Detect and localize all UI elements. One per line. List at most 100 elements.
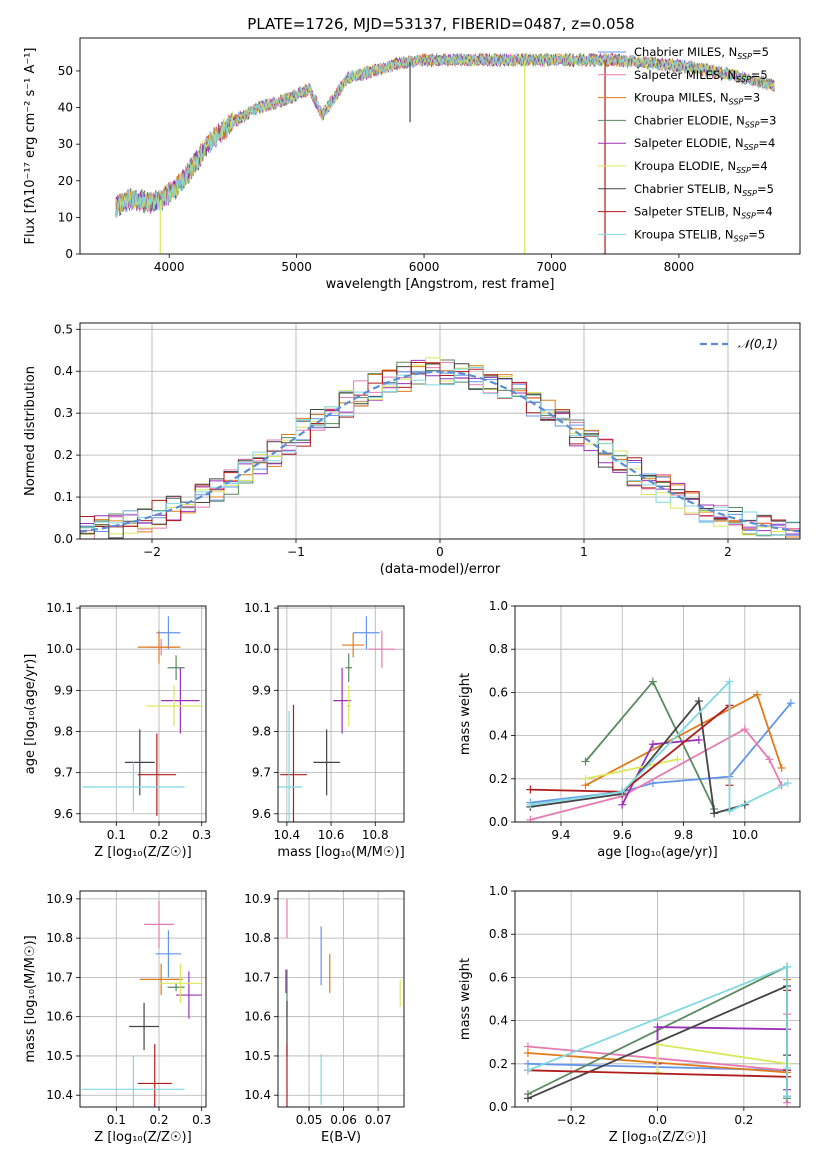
x-tick-label: 0.0 [648, 1113, 667, 1127]
x-axis-label: age [log₁₀(age/yr)] [597, 845, 718, 860]
panel-mass-weight-vs-age: 9.4 9.6 9.8 10.0 0.0 0.2 0.4 0.6 0.8 1.0 age [log₁… [458, 599, 801, 860]
figure-title: PLATE=1726, MJD=53137, FIBERID=0487, z=0… [247, 15, 634, 33]
x-tick-label: 0.3 [192, 828, 211, 842]
residual-histogram [80, 361, 800, 531]
y-tick-label: 10 [58, 210, 73, 224]
y-tick-label: 1.0 [489, 599, 508, 613]
x-tick-label: 9.4 [551, 828, 570, 842]
mass-weight-line [527, 965, 788, 1097]
legend-entry: Kroupa STELIB, NSSP=5 [634, 227, 765, 243]
y-tick-label: 9.8 [54, 724, 73, 738]
y-tick-label: 10.6 [46, 1010, 73, 1024]
x-axis-label: E(B-V) [321, 1130, 361, 1145]
plot-area [82, 900, 202, 1107]
x-axis-label: Z [log₁₀(Z/Z☉)] [94, 1130, 191, 1145]
y-tick-label: 10.7 [244, 970, 271, 984]
x-tick-label: 0 [436, 545, 444, 559]
y-tick-label: 10.4 [244, 1088, 271, 1102]
axes-frame [514, 890, 801, 1108]
mass-weight-line [585, 758, 678, 780]
x-tick-label: −0.2 [557, 1113, 586, 1127]
y-tick-label: 9.8 [252, 724, 271, 738]
y-tick-label: 40 [58, 101, 73, 115]
plot-area [82, 616, 202, 816]
x-tick-label: 0.2 [149, 828, 168, 842]
plot-area [80, 357, 800, 539]
y-tick-label: 0.0 [489, 1100, 508, 1114]
x-tick-label: 0.1 [107, 1113, 126, 1127]
y-tick-label: 0.6 [489, 685, 508, 699]
y-tick-label: 10.1 [46, 601, 73, 615]
y-tick-label: 50 [58, 64, 73, 78]
x-tick-label: 0.07 [365, 1113, 392, 1127]
x-tick-label: −1 [287, 545, 305, 559]
axes-frame [79, 605, 207, 823]
axes-frame [79, 890, 207, 1108]
y-tick-label: 0.4 [489, 729, 508, 743]
legend-entry: Chabrier STELIB, NSSP=5 [634, 182, 774, 198]
legend-entry: Chabrier ELODIE, NSSP=3 [634, 113, 776, 129]
spectrum-series-line [115, 52, 775, 215]
axes-frame [277, 890, 405, 1108]
x-axis-label: wavelength [Angstrom, rest frame] [326, 277, 555, 292]
y-tick-label: 10.9 [244, 892, 271, 906]
x-tick-label: 0.1 [107, 828, 126, 842]
y-tick-label: 10.7 [46, 970, 73, 984]
y-tick-label: 0.8 [489, 927, 508, 941]
panel-mass-vs-Z: 0.1 0.2 0.3 10.4 10.5 10.6 10.7 10.8 10.9 Z [log₁… [23, 890, 211, 1145]
y-tick-label: 0.5 [54, 322, 73, 336]
y-tick-label: 9.7 [54, 766, 73, 780]
x-tick-label: 0.05 [296, 1113, 323, 1127]
x-axis-label: Z [log₁₀(Z/Z☉)] [94, 845, 191, 860]
y-tick-label: 0.4 [54, 364, 73, 378]
y-tick-label: 10.6 [244, 1010, 271, 1024]
y-axis-label: age [log₁₀(age/yr)] [23, 654, 38, 775]
x-tick-label: 9.6 [613, 828, 632, 842]
x-tick-label: 10.6 [318, 828, 345, 842]
plot-area [278, 616, 396, 822]
plot-area [526, 677, 795, 822]
y-tick-label: 0.2 [489, 772, 508, 786]
y-tick-label: 30 [58, 137, 73, 151]
y-axis-label: Normed distribution [23, 366, 38, 496]
y-tick-label: 9.7 [252, 766, 271, 780]
y-tick-label: 0.1 [54, 490, 73, 504]
y-tick-label: 10.1 [244, 601, 271, 615]
x-tick-label: −2 [143, 545, 161, 559]
panel-age-vs-Z: 0.1 0.2 0.3 9.6 9.7 9.8 9.9 10.0 10.1 Z [log₁₀(Z/… [23, 601, 211, 860]
x-axis-label: (data-model)/error [380, 562, 501, 577]
panels: 4000 5000 6000 7000 800001020304050wavelengt… [23, 37, 801, 1145]
x-tick-label: 5000 [281, 260, 312, 274]
x-tick-label: 0.06 [330, 1113, 357, 1127]
panel-spectrum: 4000 5000 6000 7000 8000 0 10 20 30 40 50 wavelengt… [23, 37, 801, 292]
y-tick-label: 0.8 [489, 642, 508, 656]
y-tick-label: 0.2 [54, 448, 73, 462]
y-tick-label: 10.8 [244, 931, 271, 945]
x-axis-label: Z [log₁₀(Z/Z☉)] [609, 1130, 706, 1145]
axes-frame [514, 605, 801, 823]
y-tick-label: 0.4 [489, 1014, 508, 1028]
y-axis-label: mass weight [458, 958, 473, 1040]
x-tick-label: 7000 [536, 260, 567, 274]
x-tick-label: 8000 [664, 260, 695, 274]
plot-area [115, 52, 775, 254]
x-tick-label: 0.3 [192, 1113, 211, 1127]
legend-entry: Salpeter ELODIE, NSSP=4 [634, 136, 775, 152]
plot-area [285, 898, 401, 1107]
y-tick-label: 9.6 [252, 807, 271, 821]
legend-entry: Kroupa ELODIE, NSSP=4 [634, 159, 768, 175]
y-tick-label: 0 [65, 247, 73, 261]
y-tick-label: 0.3 [54, 406, 73, 420]
y-tick-label: 10.0 [244, 642, 271, 656]
axes-frame [79, 322, 801, 540]
legend-entry: Kroupa MILES, NSSP=3 [634, 91, 760, 107]
y-tick-label: 9.9 [54, 683, 73, 697]
x-tick-label: 1 [580, 545, 588, 559]
y-tick-label: 9.6 [54, 807, 73, 821]
y-tick-label: 0.0 [54, 532, 73, 546]
x-tick-label: 4000 [154, 260, 185, 274]
y-tick-label: 10.0 [46, 642, 73, 656]
y-axis-label: Flux [fλ10⁻¹⁷ erg cm⁻² s⁻¹ A⁻¹] [23, 48, 38, 245]
